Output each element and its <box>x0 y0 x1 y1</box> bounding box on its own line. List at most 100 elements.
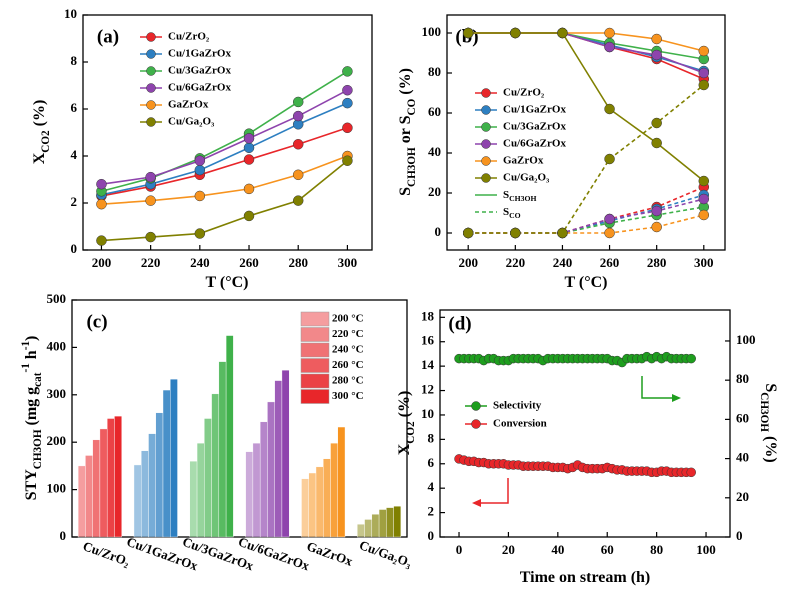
legend-label: Cu/ZrO₂ <box>168 31 210 43</box>
marker <box>604 213 615 225</box>
plot-frame <box>446 14 726 251</box>
y-tick-label: 6 <box>71 100 78 115</box>
marker <box>243 210 255 222</box>
bar <box>155 412 164 538</box>
bar <box>133 464 142 538</box>
arrow-to-right-axis <box>641 376 674 399</box>
legend-swatch <box>300 358 330 373</box>
y-tick-label: 80 <box>428 64 441 79</box>
y2-axis-label-part: S <box>762 383 779 392</box>
series-line <box>101 155 348 205</box>
legend-label: Cu/Ga₂O₃ <box>168 116 215 128</box>
marker <box>342 155 353 166</box>
legend-marker <box>481 156 491 166</box>
bar <box>364 519 373 538</box>
bar <box>386 507 394 538</box>
legend-swatch <box>300 389 330 404</box>
y-tick-label: 10 <box>64 6 77 21</box>
legend-marker <box>481 88 491 98</box>
y-tick-label: 8 <box>71 53 78 68</box>
bar <box>308 472 317 538</box>
marker <box>342 122 353 134</box>
x-tick-label: 40 <box>551 542 564 557</box>
legend-swatch <box>300 327 330 342</box>
legend-label: Conversion <box>493 418 547 430</box>
x-tick-label: 80 <box>650 542 663 557</box>
y2-axis-label-part: (%) <box>762 432 779 463</box>
x-tick-label: 240 <box>553 255 573 270</box>
bar <box>225 335 234 538</box>
marker <box>96 235 107 246</box>
x-tick-label: GaZrOx <box>305 538 355 569</box>
marker <box>292 139 304 150</box>
legend-swatch <box>300 311 330 327</box>
y-axis-label: SCH3OH or SCO (%) <box>397 68 418 196</box>
legend-label: GaZrOx <box>503 155 544 167</box>
y-tick-label: 2 <box>71 194 78 209</box>
y-tick-label: 20 <box>428 184 441 199</box>
legend-label: Cu/1GaZrOx <box>503 104 566 116</box>
panel-label: (c) <box>86 311 107 332</box>
legend-label: 280 °C <box>332 375 364 387</box>
marker <box>604 227 615 239</box>
marker <box>651 117 662 129</box>
bar <box>245 451 254 538</box>
x-axis-label-part: T (°C) <box>565 274 608 291</box>
marker <box>243 154 255 165</box>
y-tick-label: 500 <box>47 291 67 306</box>
marker <box>243 133 255 144</box>
legend-label-part: CO <box>509 211 521 220</box>
legend-label: Cu/1GaZrOx <box>168 48 231 60</box>
x-tick-label: 220 <box>141 255 161 270</box>
y-axis-label-part: -1 <box>20 341 32 351</box>
arrow-to-left-axis <box>479 478 509 504</box>
bar <box>85 455 93 538</box>
marker <box>194 228 206 239</box>
legend-label: GaZrOx <box>168 99 209 111</box>
x-tick-label: 60 <box>601 542 614 557</box>
arrows <box>472 376 681 507</box>
legend-marker <box>146 49 156 59</box>
marker <box>145 171 156 183</box>
series-line <box>101 160 348 242</box>
legend-label: 260 °C <box>332 359 364 371</box>
bar <box>211 393 220 538</box>
y-axis-label: XCO2 (%) <box>31 100 52 165</box>
marker <box>604 153 615 165</box>
y-tick-label: 60 <box>428 104 441 119</box>
y-axis-label-part: cat <box>32 372 44 387</box>
marker <box>194 164 206 176</box>
marker <box>96 178 107 190</box>
y-tick-label: 40 <box>428 144 441 159</box>
legend-label-part: S <box>503 206 509 218</box>
x-tick-label: 300 <box>338 255 358 270</box>
marker <box>194 155 206 166</box>
legend-marker <box>146 100 156 110</box>
series-line <box>468 32 705 182</box>
legend-label: Selectivity <box>493 400 542 412</box>
y-axis-label-part: ) <box>23 336 40 341</box>
marker <box>194 190 206 202</box>
marker <box>604 41 615 53</box>
bar <box>148 433 156 538</box>
y-axis-label-part: or S <box>397 115 414 147</box>
y-tick-label: 18 <box>421 308 435 323</box>
legend-label-part: CH3OH <box>509 194 536 203</box>
x-tick-label: 100 <box>696 542 716 557</box>
y-tick-label: 12 <box>421 382 434 397</box>
bar <box>323 458 331 538</box>
y2-tick-label: 20 <box>736 489 749 504</box>
series-line <box>101 127 348 197</box>
y-tick-label: 0 <box>435 224 442 239</box>
bar <box>99 428 108 538</box>
marker <box>604 27 615 39</box>
y2-axis-label-part: CH3OH <box>758 392 770 432</box>
legend-marker <box>146 83 156 93</box>
marker <box>292 195 304 206</box>
legend-label: Cu/6GaZrOx <box>168 82 231 94</box>
panel-label: (a) <box>97 26 119 47</box>
dashed-line <box>468 206 704 234</box>
y-tick-label: 0 <box>71 241 78 256</box>
y-axis-label-part: (%) <box>396 391 413 422</box>
